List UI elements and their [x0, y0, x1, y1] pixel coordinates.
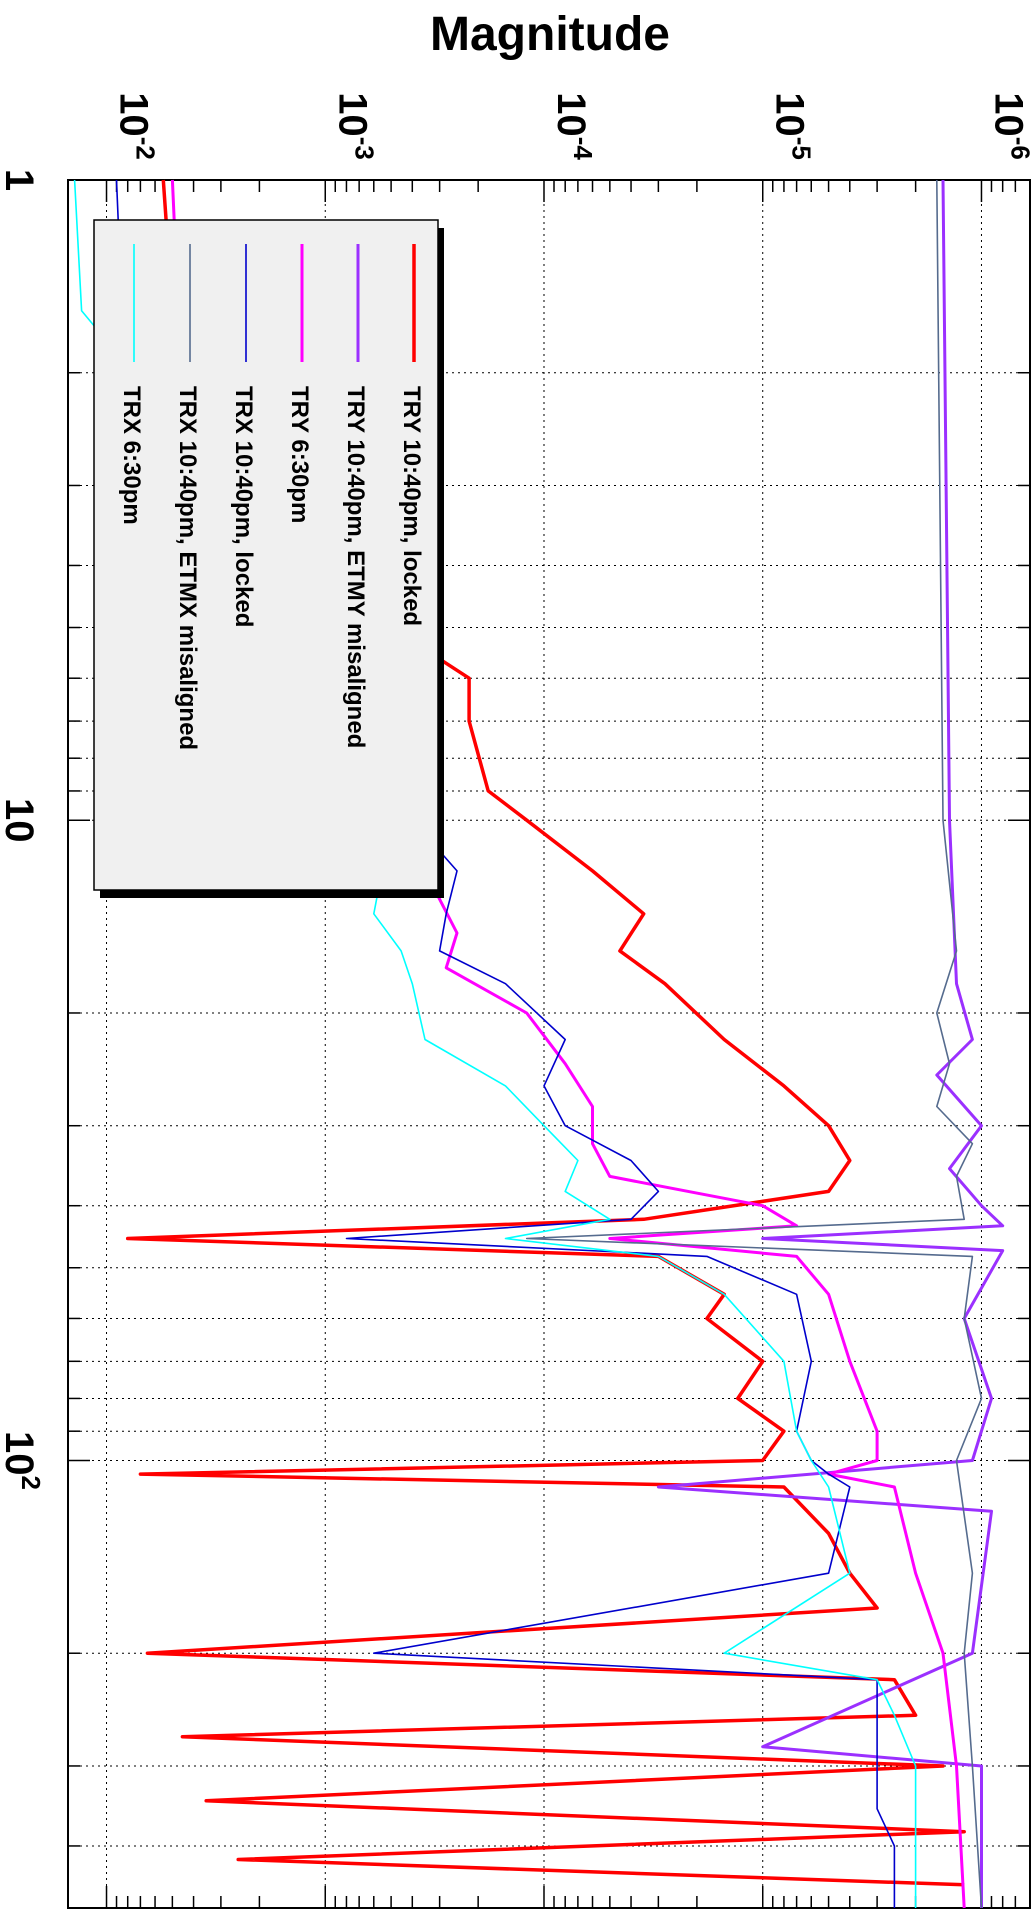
y-tick-label: 10-3 [330, 92, 379, 160]
y-tick-label: 10-4 [549, 92, 598, 160]
x-tick-label: 1 [0, 169, 41, 191]
legend: TRY 10:40pm, locked TRY 10:40pm, ETMY mis… [93, 219, 444, 898]
series-line-2 [656, 179, 1005, 1908]
legend-box [93, 219, 439, 891]
y-tick-label: 10-5 [768, 92, 817, 160]
x-tick-label: 10 [0, 798, 41, 843]
y-tick-label: 10-6 [986, 92, 1035, 160]
x-tick-label: 102 [0, 1431, 46, 1490]
legend-label-1: TRY 10:40pm, locked [398, 386, 425, 626]
series-line-5 [525, 179, 983, 1909]
legend-label-4: TRX 10:40pm, locked [230, 386, 257, 627]
legend-label-5: TRX 10:40pm, ETMX misaligned [174, 386, 201, 750]
grid [68, 179, 1030, 1909]
legend-label-3: TRY 6:30pm [286, 386, 313, 523]
y-axis-title: Magnitude [430, 8, 670, 61]
legend-label-2: TRY 10:40pm, ETMY misaligned [342, 386, 369, 748]
legend-label-6: TRX 6:30pm [118, 386, 145, 525]
y-tick-label: 10-2 [112, 92, 161, 160]
